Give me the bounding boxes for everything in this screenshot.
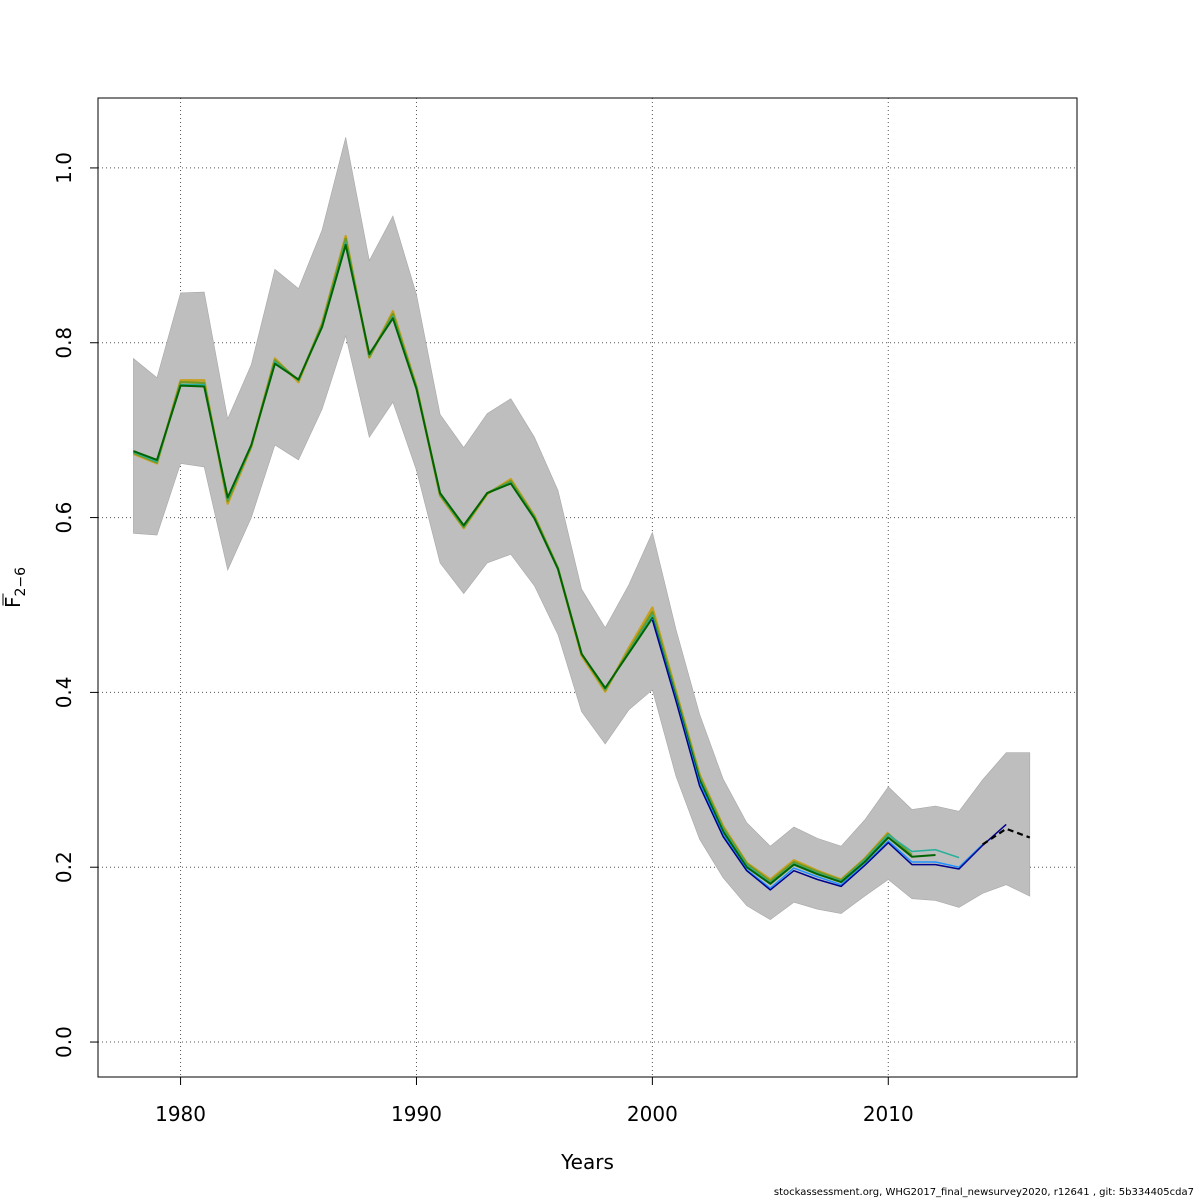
- series-lines: [132, 234, 1031, 891]
- confidence-band: [133, 137, 1031, 921]
- footer-caption: stockassessment.org, WHG2017_final_newsu…: [773, 1187, 1194, 1198]
- y-tick-label: 1.0: [52, 152, 76, 184]
- y-tick-label: 0.6: [52, 502, 76, 534]
- y-axis: 0.0 0.2 0.4 0.6 0.8 1.0: [52, 152, 98, 1058]
- x-tick-label: 2010: [863, 1102, 914, 1126]
- y-tick-label: 0.0: [52, 1026, 76, 1058]
- series-line-1: [132, 234, 890, 881]
- series-line-7: [981, 827, 1031, 846]
- y-tick-label: 0.2: [52, 851, 76, 883]
- confidence-band-area: [133, 137, 1031, 921]
- x-axis-label: Years: [560, 1150, 614, 1174]
- y-axis-label-group: F2−6: [1, 567, 29, 608]
- x-tick-label: 2000: [627, 1102, 678, 1126]
- grid: [98, 98, 1077, 1077]
- x-axis: 1980 1990 2000 2010: [155, 1077, 914, 1126]
- x-tick-label: 1980: [155, 1102, 206, 1126]
- y-tick-label: 0.8: [52, 327, 76, 359]
- series-line-4: [133, 243, 936, 885]
- y-tick-label: 0.4: [52, 676, 76, 708]
- y-axis-label: F2−6: [1, 567, 29, 608]
- y-axis-label-subscript: 2−6: [13, 567, 29, 597]
- series-line-6: [651, 619, 1007, 891]
- plot-frame: [97, 97, 1078, 1078]
- x-tick-label: 1990: [391, 1102, 442, 1126]
- y-axis-label-main: F: [1, 597, 25, 609]
- series-line-5: [651, 618, 984, 889]
